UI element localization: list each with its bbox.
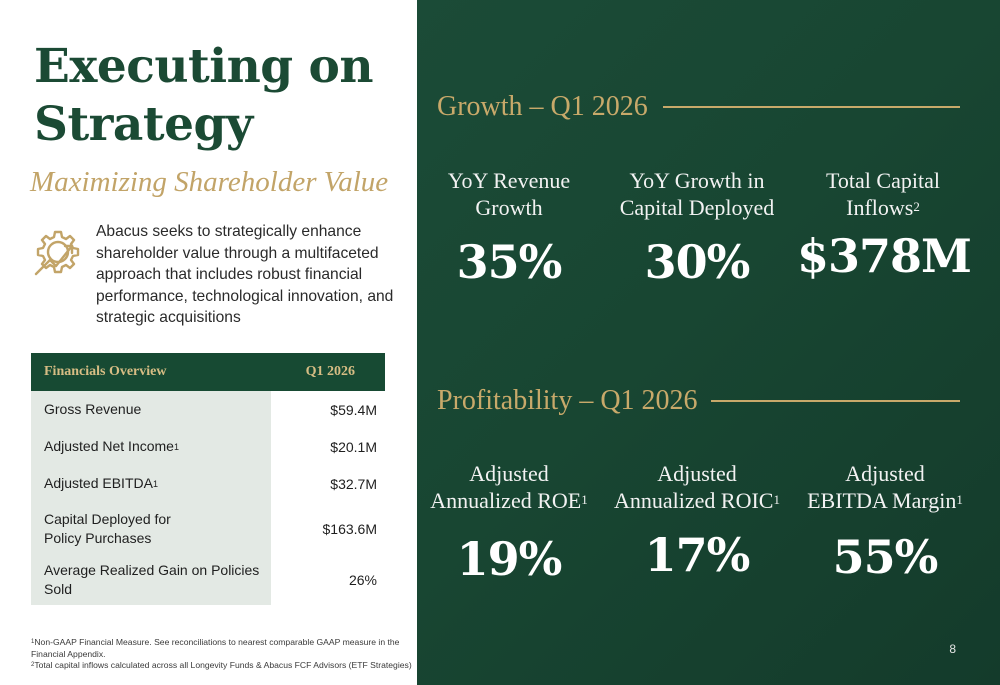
footnote: 2Total capital inflows calculated across… [31,660,412,670]
metric-label: YoY Revenue Growth [447,168,571,220]
financials-header: Financials Overview Q1 2026 [31,353,385,391]
profitability-metric-roic: Adjusted Annualized ROIC1 17% [612,460,782,582]
table-row: Average Realized Gain on Policies Sold 2… [31,555,385,605]
financials-table: Financials Overview Q1 2026 Gross Revenu… [31,353,385,605]
page-subtitle: Maximizing Shareholder Value [30,166,389,198]
row-value: 26% [271,555,385,605]
row-label: Capital Deployed for Policy Purchases [31,502,271,555]
financials-header-label: Financials Overview [44,364,167,379]
growth-section-title: Growth – Q1 2026 [437,91,648,122]
growth-metric-revenue: YoY Revenue Growth 35% [427,167,591,289]
row-value: $20.1M [271,428,385,465]
intro-text: Abacus seeks to strategically enhance sh… [96,223,394,326]
right-panel: Growth – Q1 2026 YoY Revenue Growth 35% Y… [417,0,1000,685]
metric-label: Adjusted EBITDA Margin1 [807,461,963,513]
metric-value: 30% [644,235,751,289]
profitability-divider [711,400,960,402]
footnote: 1Non-GAAP Financial Measure. See reconci… [31,637,400,659]
metric-value: 19% [456,532,563,586]
left-panel: Executing on Strategy Maximizing Shareho… [0,0,417,685]
row-label: Adjusted Net Income 1 [31,428,271,465]
row-label: Gross Revenue [31,391,271,428]
page-title: Executing on Strategy [34,39,374,152]
metric-label: Adjusted Annualized ROE1 [430,461,588,513]
row-value: $163.6M [271,502,385,555]
metric-label: Total Capital Inflows2 [826,168,940,220]
growth-divider [663,106,960,108]
table-row: Adjusted Net Income 1 $20.1M [31,428,385,465]
page-number: 8 [949,642,956,656]
table-row: Capital Deployed for Policy Purchases $1… [31,502,385,555]
profitability-metric-roe: Adjusted Annualized ROE1 19% [427,460,591,586]
profitability-metric-ebitda-margin: Adjusted EBITDA Margin1 55% [802,460,968,584]
metric-value: $378M [797,229,972,283]
row-value: $32.7M [271,465,385,502]
footnotes: 1Non-GAAP Financial Measure. See reconci… [31,637,417,672]
metric-label: YoY Growth in Capital Deployed [619,168,775,220]
table-row: Adjusted EBITDA 1 $32.7M [31,465,385,502]
metric-value: 55% [832,530,939,584]
metric-label: Adjusted Annualized ROIC1 [614,461,780,513]
financials-header-period: Q1 2026 [305,364,355,379]
growth-metric-capital-inflows: Total Capital Inflows2 $378M [797,167,972,283]
metric-value: 17% [644,528,751,582]
row-label: Adjusted EBITDA 1 [31,465,271,502]
strategy-gear-chart-icon [34,230,80,276]
profitability-section-title: Profitability – Q1 2026 [437,385,698,416]
row-label: Average Realized Gain on Policies Sold [31,555,271,605]
row-value: $59.4M [271,391,385,428]
growth-metric-capital-deployed: YoY Growth in Capital Deployed 30% [612,167,782,289]
metric-value: 35% [456,235,563,289]
table-row: Gross Revenue $59.4M [31,391,385,428]
